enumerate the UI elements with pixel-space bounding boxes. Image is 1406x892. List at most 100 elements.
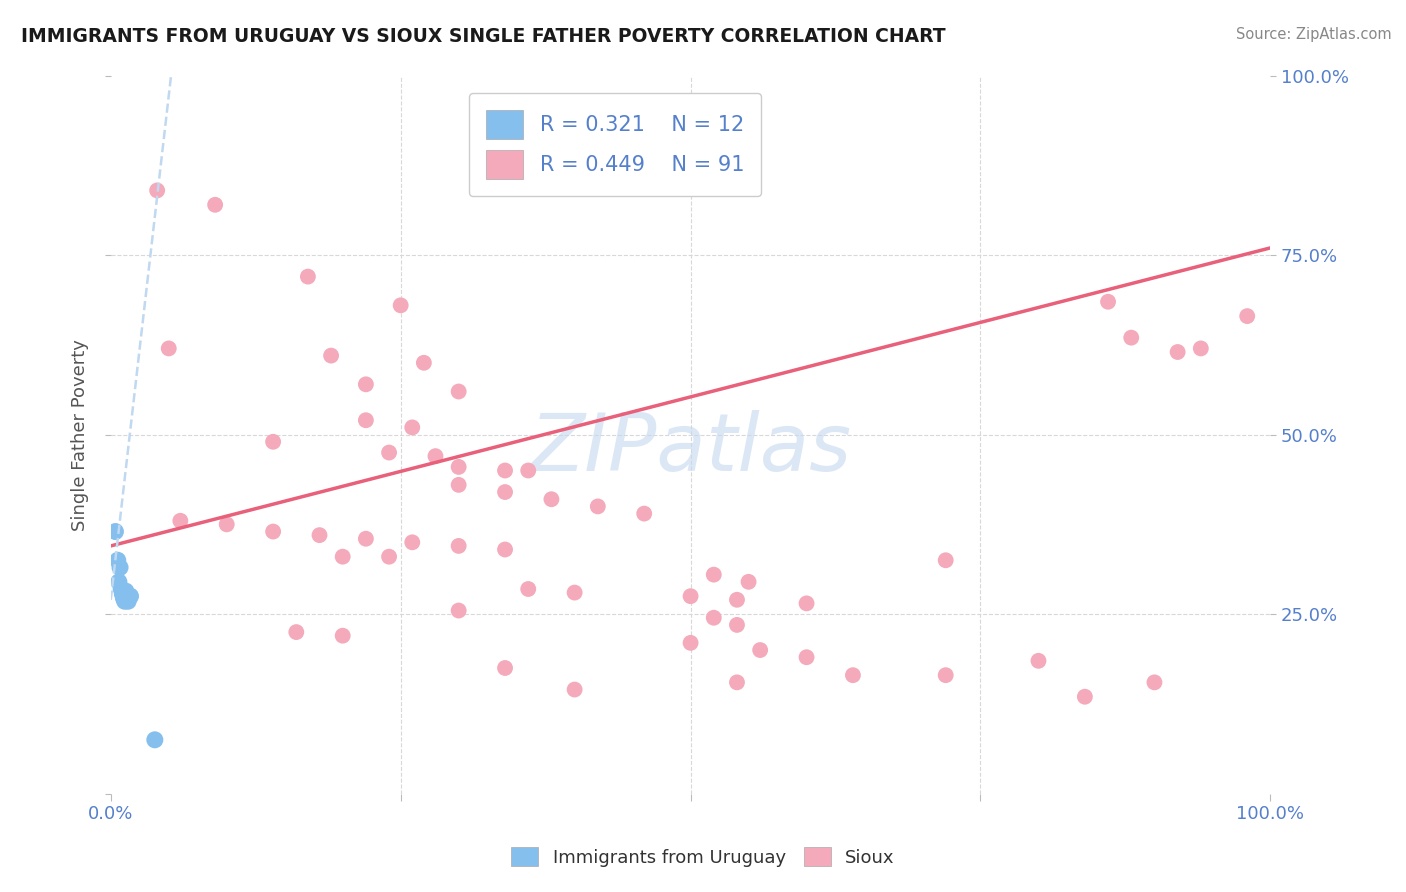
Point <box>1189 342 1212 356</box>
Point <box>679 636 702 650</box>
Point <box>494 485 516 500</box>
Point <box>412 356 434 370</box>
Point <box>401 535 423 549</box>
Point <box>633 507 655 521</box>
Point <box>108 574 131 589</box>
Point <box>406 54 429 69</box>
Point <box>378 549 401 564</box>
Point <box>1102 54 1125 69</box>
Y-axis label: Single Father Poverty: Single Father Poverty <box>72 339 89 531</box>
Point <box>725 618 748 632</box>
Point <box>494 463 516 477</box>
Point <box>842 668 865 682</box>
Point <box>720 54 742 69</box>
Point <box>354 532 377 546</box>
Point <box>796 596 818 610</box>
Point <box>737 574 759 589</box>
Legend: R = 0.321    N = 12, R = 0.449    N = 91: R = 0.321 N = 12, R = 0.449 N = 91 <box>470 93 761 196</box>
Point <box>766 54 789 69</box>
Point <box>169 514 191 528</box>
Point <box>581 54 603 69</box>
Point <box>679 589 702 603</box>
Point <box>146 183 169 197</box>
Point <box>813 54 835 69</box>
Point <box>494 542 516 557</box>
Point <box>114 594 136 608</box>
Point <box>494 661 516 675</box>
Point <box>1143 675 1166 690</box>
Point <box>120 589 142 603</box>
Point <box>187 54 209 69</box>
Point <box>1045 54 1067 69</box>
Point <box>627 54 650 69</box>
Point <box>117 54 139 69</box>
Point <box>233 54 256 69</box>
Point <box>262 524 284 539</box>
Point <box>1028 654 1050 668</box>
Point <box>163 54 186 69</box>
Point <box>703 611 725 625</box>
Point <box>115 584 138 599</box>
Point <box>1149 54 1171 69</box>
Point <box>425 449 447 463</box>
Point <box>935 553 957 567</box>
Point <box>262 434 284 449</box>
Point <box>209 54 232 69</box>
Point <box>117 594 139 608</box>
Point <box>108 560 131 574</box>
Point <box>104 524 127 539</box>
Point <box>401 420 423 434</box>
Point <box>143 732 166 747</box>
Point <box>796 650 818 665</box>
Point <box>447 459 470 474</box>
Point <box>447 384 470 399</box>
Point <box>725 592 748 607</box>
Point <box>389 298 412 312</box>
Point <box>319 349 342 363</box>
Point <box>111 587 134 601</box>
Text: IMMIGRANTS FROM URUGUAY VS SIOUX SINGLE FATHER POVERTY CORRELATION CHART: IMMIGRANTS FROM URUGUAY VS SIOUX SINGLE … <box>21 27 946 45</box>
Point <box>215 517 238 532</box>
Point <box>987 54 1010 69</box>
Point <box>302 54 325 69</box>
Point <box>112 591 135 606</box>
Legend: Immigrants from Uruguay, Sioux: Immigrants from Uruguay, Sioux <box>503 840 903 874</box>
Point <box>447 539 470 553</box>
Point <box>204 198 226 212</box>
Point <box>378 445 401 459</box>
Point <box>517 463 540 477</box>
Point <box>749 643 772 657</box>
Point <box>1236 309 1258 323</box>
Point <box>110 582 132 596</box>
Point <box>337 54 360 69</box>
Point <box>534 54 557 69</box>
Point <box>564 682 586 697</box>
Point <box>1097 294 1119 309</box>
Point <box>1241 54 1264 69</box>
Point <box>1074 690 1097 704</box>
Point <box>441 54 464 69</box>
Point <box>586 500 609 514</box>
Point <box>673 54 696 69</box>
Point <box>1219 54 1241 69</box>
Point <box>373 54 395 69</box>
Point <box>870 54 893 69</box>
Point <box>564 585 586 599</box>
Point <box>540 492 562 507</box>
Point <box>332 629 354 643</box>
Point <box>447 603 470 617</box>
Point <box>928 54 950 69</box>
Point <box>107 553 129 567</box>
Text: ZIPatlas: ZIPatlas <box>530 410 852 488</box>
Point <box>499 54 522 69</box>
Text: Source: ZipAtlas.com: Source: ZipAtlas.com <box>1236 27 1392 42</box>
Point <box>285 625 308 640</box>
Point <box>1121 331 1143 345</box>
Point <box>354 377 377 392</box>
Point <box>308 528 330 542</box>
Point <box>157 342 180 356</box>
Point <box>935 668 957 682</box>
Point <box>332 549 354 564</box>
Point <box>703 567 725 582</box>
Point <box>447 478 470 492</box>
